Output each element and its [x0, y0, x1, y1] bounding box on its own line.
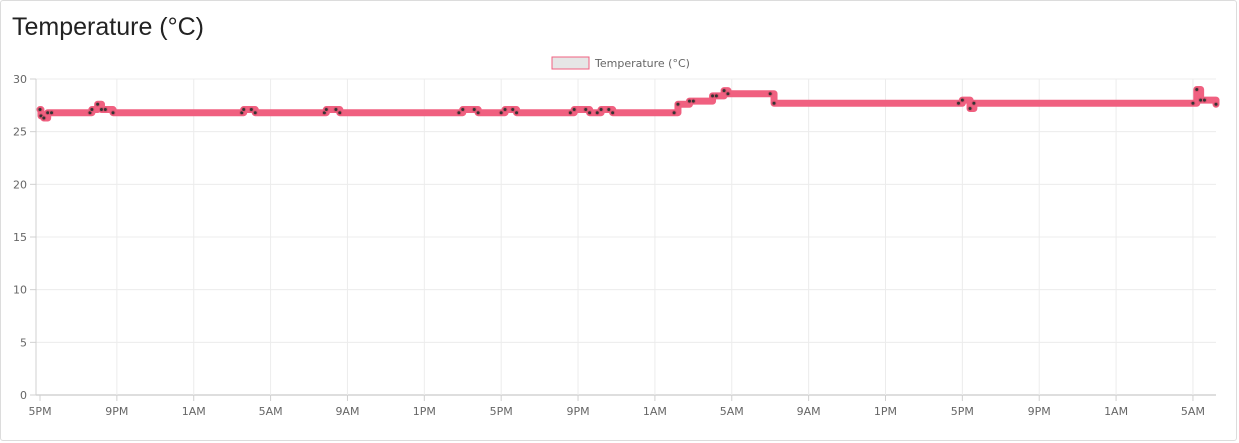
data-point[interactable]	[241, 107, 247, 113]
x-tick-label: 5PM	[28, 405, 51, 418]
y-tick-label: 20	[13, 178, 27, 191]
y-tick-label: 5	[20, 336, 27, 349]
x-tick-label: 1AM	[182, 405, 206, 418]
data-point[interactable]	[771, 100, 777, 106]
data-point[interactable]	[95, 101, 101, 107]
data-point[interactable]	[725, 91, 731, 97]
x-tick-label: 1AM	[1104, 405, 1128, 418]
data-point[interactable]	[102, 107, 108, 113]
x-tick-label: 5PM	[490, 405, 513, 418]
data-point[interactable]	[471, 107, 477, 113]
data-point[interactable]	[959, 97, 965, 103]
data-point[interactable]	[967, 105, 973, 111]
page-title: Temperature (°C)	[12, 13, 204, 41]
data-point[interactable]	[37, 107, 43, 113]
data-point[interactable]	[675, 101, 681, 107]
x-tick-label: 1PM	[874, 405, 897, 418]
x-tick-label: 1PM	[413, 405, 436, 418]
legend[interactable]: Temperature (°C)	[551, 56, 690, 70]
data-point[interactable]	[594, 110, 600, 116]
x-tick-label: 5PM	[951, 405, 974, 418]
data-point[interactable]	[460, 107, 466, 113]
data-point[interactable]	[587, 110, 593, 116]
x-axis: 5PM 9PM 1AM 5AM 9AM 1PM 5PM 9PM 1AM 5AM 9AM 1PM 5PM 9…	[28, 395, 1205, 418]
data-point[interactable]	[690, 98, 696, 104]
x-tick-label: 9PM	[566, 405, 589, 418]
data-point[interactable]	[49, 110, 55, 116]
data-point[interactable]	[498, 110, 504, 116]
x-tick-label: 5AM	[1181, 405, 1205, 418]
data-point[interactable]	[971, 100, 977, 106]
x-tick-label: 9PM	[105, 405, 128, 418]
data-point[interactable]	[583, 107, 589, 113]
data-point[interactable]	[606, 107, 612, 113]
plot-area	[36, 86, 1220, 122]
y-axis: 0 5 10 15 20 25 30	[13, 73, 37, 402]
y-tick-label: 15	[13, 231, 27, 244]
data-point[interactable]	[252, 110, 258, 116]
legend-swatch[interactable]	[551, 56, 590, 70]
data-point[interactable]	[337, 110, 343, 116]
data-point[interactable]	[1190, 100, 1196, 106]
x-tick-label: 9AM	[797, 405, 821, 418]
data-point[interactable]	[514, 110, 520, 116]
data-point[interactable]	[767, 91, 773, 97]
data-point[interactable]	[110, 110, 116, 116]
data-point[interactable]	[721, 88, 727, 94]
data-point[interactable]	[956, 100, 962, 106]
data-point[interactable]	[475, 110, 481, 116]
data-point[interactable]	[610, 110, 616, 116]
data-point[interactable]	[456, 110, 462, 116]
data-point[interactable]	[671, 110, 677, 116]
x-tick-label: 5AM	[259, 405, 283, 418]
grid-lines	[36, 78, 1216, 396]
data-point[interactable]	[89, 107, 95, 113]
data-point[interactable]	[248, 107, 254, 113]
legend-label[interactable]: Temperature (°C)	[594, 57, 690, 70]
data-point[interactable]	[713, 93, 719, 99]
x-tick-label: 1AM	[643, 405, 667, 418]
data-point[interactable]	[1213, 101, 1219, 107]
data-point[interactable]	[1201, 97, 1207, 103]
data-point[interactable]	[323, 107, 329, 113]
data-point[interactable]	[41, 115, 47, 121]
y-tick-label: 10	[13, 284, 27, 297]
y-tick-label: 25	[13, 126, 27, 139]
x-tick-label: 9PM	[1028, 405, 1051, 418]
y-tick-label: 30	[13, 73, 27, 86]
data-point[interactable]	[502, 107, 508, 113]
x-tick-label: 5AM	[720, 405, 744, 418]
data-point[interactable]	[598, 107, 604, 113]
data-point[interactable]	[567, 110, 573, 116]
data-point[interactable]	[510, 107, 516, 113]
data-point[interactable]	[333, 107, 339, 113]
y-tick-label: 0	[20, 389, 27, 402]
data-point[interactable]	[571, 107, 577, 113]
x-tick-label: 9AM	[335, 405, 359, 418]
data-point[interactable]	[1194, 87, 1200, 93]
